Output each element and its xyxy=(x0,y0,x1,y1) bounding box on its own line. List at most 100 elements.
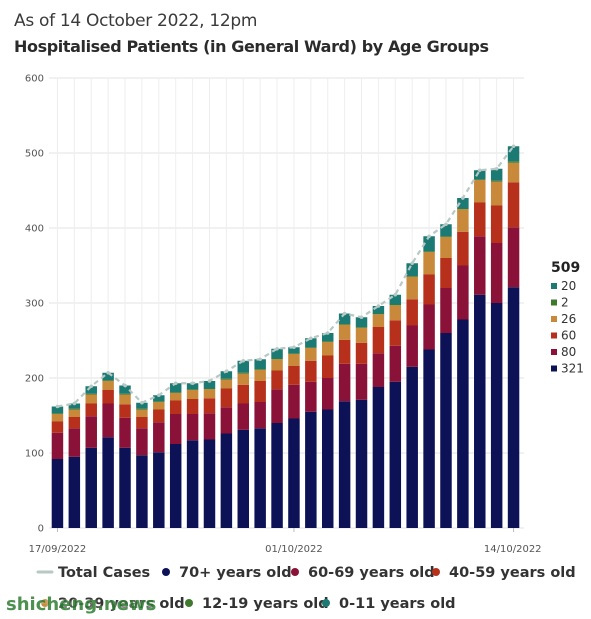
bar-segment-age_0_11 xyxy=(220,371,233,379)
legend-label: 20-39 years old xyxy=(58,596,185,612)
bar-segment-age_0_11 xyxy=(288,347,300,354)
bar-segment-age_0_11 xyxy=(153,395,165,402)
watermark-text: shicheng.news xyxy=(6,594,157,615)
bar-segment-age_40_59 xyxy=(457,231,469,266)
bar-segment-age_12_19 xyxy=(220,378,233,380)
x-tick-label: 14/10/2022 xyxy=(484,544,542,555)
bar-segment-age_70_plus xyxy=(338,401,351,528)
summary-value: 321 xyxy=(561,362,584,376)
chart-subtitle: As of 14 October 2022, 12pm xyxy=(14,11,258,31)
summary-swatch xyxy=(551,332,557,339)
bar-segment-age_0_11 xyxy=(85,386,97,394)
summary-value: 20 xyxy=(561,279,576,293)
bar-segment-age_12_19 xyxy=(102,380,114,381)
bar-segment-age_0_11 xyxy=(136,402,148,409)
bar-segment-age_0_11 xyxy=(169,383,182,393)
legend-label: 0-11 years old xyxy=(339,596,456,612)
bar-segment-age_60_69 xyxy=(440,288,452,333)
bar-segment-age_70_plus xyxy=(457,319,469,528)
bar-segment-age_20_39 xyxy=(136,409,148,417)
total-cases-point xyxy=(477,168,482,173)
bar-segment-age_12_19 xyxy=(169,392,182,393)
bar-segment-age_12_19 xyxy=(305,347,317,348)
bar-segment-age_40_59 xyxy=(119,404,131,418)
total-cases-point xyxy=(258,357,262,362)
bar-segment-age_12_19 xyxy=(355,327,368,328)
legend: Total Cases 70+ years old 60-69 years old 4… xyxy=(36,565,576,612)
bar-segment-age_12_19 xyxy=(85,393,97,395)
bar-segment-age_70_plus xyxy=(305,411,317,528)
y-tick-label: 500 xyxy=(25,149,44,160)
bar-segment-age_12_19 xyxy=(474,179,486,180)
bar-segment-age_0_11 xyxy=(507,146,520,162)
bar-segment-age_70_plus xyxy=(68,456,81,528)
bar-segment-age_70_plus xyxy=(490,303,503,528)
bar-segment-age_12_19 xyxy=(490,180,503,182)
bar-segment-age_40_59 xyxy=(271,370,283,390)
summary-value: 26 xyxy=(561,312,576,326)
bar-segment-age_12_19 xyxy=(338,324,351,325)
total-cases-point xyxy=(106,370,110,375)
bar-segment-age_70_plus xyxy=(51,459,64,528)
total-cases-point xyxy=(241,358,246,363)
legend-dot-marker xyxy=(432,568,440,576)
bar-segment-age_20_39 xyxy=(406,276,418,300)
bar-segment-age_0_11 xyxy=(440,224,452,237)
bar-segment-age_20_39 xyxy=(153,402,165,410)
bar-segment-age_20_39 xyxy=(305,348,317,361)
summary-swatch xyxy=(551,283,557,289)
bar-segment-age_0_11 xyxy=(321,333,334,342)
total-cases-line xyxy=(55,144,516,409)
bar-segment-age_40_59 xyxy=(186,399,199,414)
bar-segment-age_12_19 xyxy=(288,353,300,354)
bar-segment-age_20_39 xyxy=(271,359,283,371)
bar-segment-age_60_69 xyxy=(203,413,216,440)
bar-segment-age_20_39 xyxy=(389,305,402,321)
bar-segment-age_60_69 xyxy=(51,432,64,459)
bar-segment-age_0_11 xyxy=(305,338,317,348)
bar-segment-age_40_59 xyxy=(288,366,300,385)
total-cases-point xyxy=(72,401,77,406)
bar-segment-age_70_plus xyxy=(119,447,131,528)
bar-segment-age_40_59 xyxy=(507,182,520,228)
bar-segment-age_40_59 xyxy=(440,258,452,288)
bar-segment-age_70_plus xyxy=(355,399,368,528)
bar-segment-age_0_11 xyxy=(490,168,503,181)
bar-segment-age_70_plus xyxy=(237,429,250,528)
bar-segment-age_0_11 xyxy=(102,372,114,381)
bar-segment-age_70_plus xyxy=(169,444,182,528)
total-cases-point xyxy=(410,261,414,266)
summary-value: 2 xyxy=(561,296,569,310)
summary-total-value: 509 xyxy=(551,260,580,276)
bar-segment-age_60_69 xyxy=(507,227,520,288)
bar-segment-age_20_39 xyxy=(423,252,435,275)
summary-swatch xyxy=(551,299,557,306)
bar-segment-age_60_69 xyxy=(186,414,199,441)
x-tick-label: 17/09/2022 xyxy=(29,544,87,555)
bar-segment-age_40_59 xyxy=(51,421,64,433)
total-cases-point xyxy=(292,345,296,350)
bar-segment-age_20_39 xyxy=(507,162,520,183)
bar-segment-age_0_11 xyxy=(338,313,351,324)
bar-segment-age_60_69 xyxy=(102,403,114,438)
legend-label: 12-19 years old xyxy=(202,596,329,612)
bar-segment-age_20_39 xyxy=(288,354,300,366)
bar-segment-age_60_69 xyxy=(490,243,503,303)
legend-dot-marker xyxy=(322,599,330,607)
bar-segment-age_60_69 xyxy=(237,403,250,430)
legend-label: 70+ years old xyxy=(179,565,292,581)
bar-segment-age_40_59 xyxy=(406,299,418,326)
summary-swatch xyxy=(551,349,557,355)
total-cases-point xyxy=(140,400,144,405)
bar-segment-age_60_69 xyxy=(169,414,182,444)
x-tick-label: 01/10/2022 xyxy=(265,544,323,555)
bar-segment-age_20_39 xyxy=(68,409,81,417)
bar-segment-age_20_39 xyxy=(51,414,64,422)
bar-segment-age_60_69 xyxy=(220,407,233,434)
bar-segment-age_70_plus xyxy=(288,418,300,528)
bar-segment-age_20_39 xyxy=(186,390,199,399)
bar-segment-age_70_plus xyxy=(153,452,165,528)
total-cases-point xyxy=(123,383,127,388)
bar-segment-age_70_plus xyxy=(220,433,233,528)
x-axis-ticks: 17/09/2022 01/10/2022 14/10/2022 xyxy=(29,528,542,555)
